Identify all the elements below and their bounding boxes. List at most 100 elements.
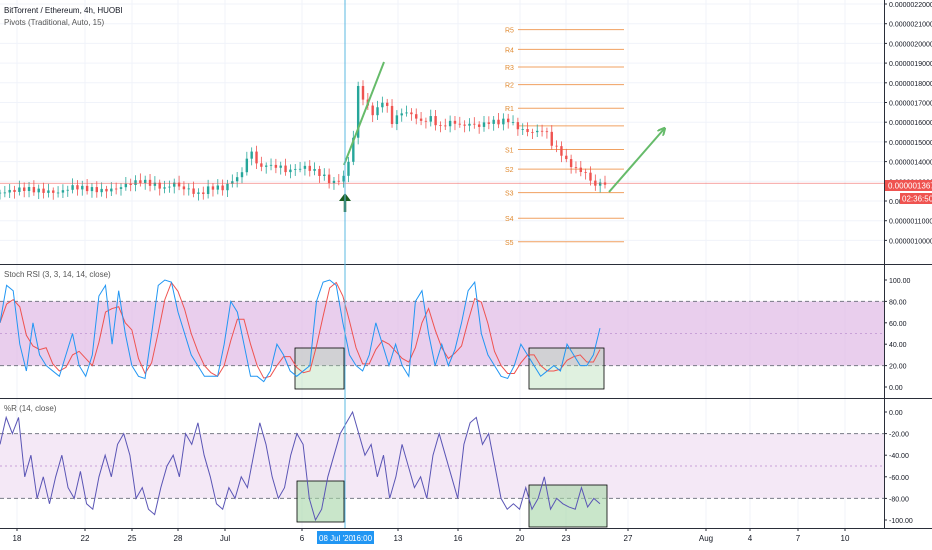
candle-body: [511, 122, 515, 123]
x-tick-label: 10: [841, 534, 850, 543]
candle-body: [298, 168, 302, 170]
candle-body: [371, 105, 374, 116]
stoch-box-right: [528, 347, 605, 390]
candle-body: [516, 122, 520, 130]
candle-body: [274, 164, 278, 168]
candle-body: [536, 130, 539, 133]
last-price-tag: 0.0000013679 02:36:50: [885, 180, 932, 204]
price-tick-label: 0.0000017000: [889, 101, 932, 108]
x-tick-label: 22: [81, 534, 90, 543]
x-tick-label: 20: [516, 534, 525, 543]
candle-body: [400, 113, 403, 116]
candle-body: [95, 187, 98, 193]
candle-body: [487, 122, 491, 124]
price-tick-label: 0.0000014000: [889, 160, 932, 167]
candle-body: [105, 188, 108, 192]
candle-body: [337, 180, 340, 182]
candle-body: [327, 174, 331, 184]
crosshair-time: 16:00: [352, 534, 373, 543]
candle-body: [589, 172, 592, 181]
candle-body: [187, 188, 190, 190]
candle-body: [410, 112, 413, 115]
symbol-title[interactable]: BitTorrent / Ethereum, 4h, HUOBI: [4, 6, 123, 15]
x-tick-label: 4: [748, 534, 753, 543]
axes: [0, 0, 932, 529]
candle-body: [240, 172, 244, 178]
x-tick-label: 16: [454, 534, 463, 543]
pivots-legend[interactable]: Pivots (Traditional, Auto, 15): [4, 18, 105, 27]
williams-r-legend[interactable]: %R (14, close): [4, 404, 57, 413]
candle-body: [47, 190, 50, 193]
countdown-value: 02:36:50: [902, 195, 932, 204]
candle-body: [521, 128, 524, 130]
price-tick-label: 0.0000015000: [889, 140, 932, 147]
x-tick-label: Jul: [220, 534, 230, 543]
x-tick-label: 18: [13, 534, 22, 543]
candle-body: [163, 187, 166, 189]
stoch-tick-label: 20.00: [889, 364, 907, 371]
candle-body: [158, 182, 161, 189]
candle-body: [148, 179, 152, 186]
candle-body: [139, 180, 142, 184]
candle-body: [424, 120, 428, 122]
candle-body: [27, 187, 31, 192]
candle-body: [76, 185, 79, 190]
candle-body: [477, 124, 481, 127]
candle-body: [361, 85, 365, 100]
candle-body: [3, 192, 7, 194]
candle-body: [497, 119, 500, 125]
wr-tick-label: -100.00: [889, 518, 913, 525]
candle-body: [569, 159, 573, 168]
candle-body: [419, 118, 423, 121]
candle-body: [376, 107, 379, 116]
stoch-rsi-legend[interactable]: Stoch RSI (3, 3, 14, 14, close): [4, 270, 111, 279]
candle-body: [579, 167, 582, 172]
wr-tick-label: -40.00: [889, 453, 909, 460]
pivot-label-r5: R5: [505, 28, 514, 35]
candle-body: [598, 182, 602, 186]
price-tick-label: 0.0000022000: [889, 2, 932, 9]
candle-body: [555, 145, 558, 147]
pivot-label-s5: S5: [505, 240, 514, 247]
pivot-levels: R5 R4 R3 R2 R1 S1 S2 S3 S4 S5: [505, 28, 624, 247]
candle-body: [18, 187, 21, 192]
candle-body: [415, 114, 418, 119]
candle-body: [90, 187, 94, 192]
pivot-label-s3: S3: [505, 191, 514, 198]
candle-body: [356, 85, 360, 138]
candle-body: [100, 188, 103, 193]
candle-body: [8, 189, 11, 193]
candle-body: [444, 125, 447, 127]
last-price-value: 0.0000013679: [888, 182, 932, 191]
candle-body: [381, 102, 384, 108]
candle-body: [531, 132, 534, 133]
x-tick-label: 28: [174, 534, 183, 543]
candle-body: [81, 185, 84, 190]
candle-body: [584, 171, 587, 173]
pivot-label-r1: R1: [505, 106, 514, 113]
candle-body: [269, 164, 273, 166]
candle-body: [574, 167, 578, 168]
candle-body: [303, 165, 307, 169]
candle-body: [565, 155, 568, 160]
candle-body: [395, 115, 399, 125]
candle-body: [473, 123, 476, 125]
candle-body: [245, 158, 249, 173]
candle-body: [352, 137, 355, 162]
candle-body: [260, 163, 263, 167]
candle-body: [52, 190, 55, 193]
candle-body: [386, 102, 389, 106]
candle-body: [265, 165, 268, 167]
price-tick-label: 0.0000019000: [889, 61, 932, 68]
x-tick-label: 27: [624, 534, 633, 543]
candle-body: [110, 188, 113, 192]
candle-body: [323, 174, 326, 176]
candle-body: [235, 177, 239, 182]
candle-body: [434, 116, 437, 126]
candle-body: [284, 165, 287, 173]
crosshair-date-tag: 08 Jul '20 16:00: [317, 531, 374, 544]
price-tick-label: 0.0000021000: [889, 22, 932, 29]
candle-body: [405, 112, 408, 114]
candle-body: [144, 179, 147, 184]
